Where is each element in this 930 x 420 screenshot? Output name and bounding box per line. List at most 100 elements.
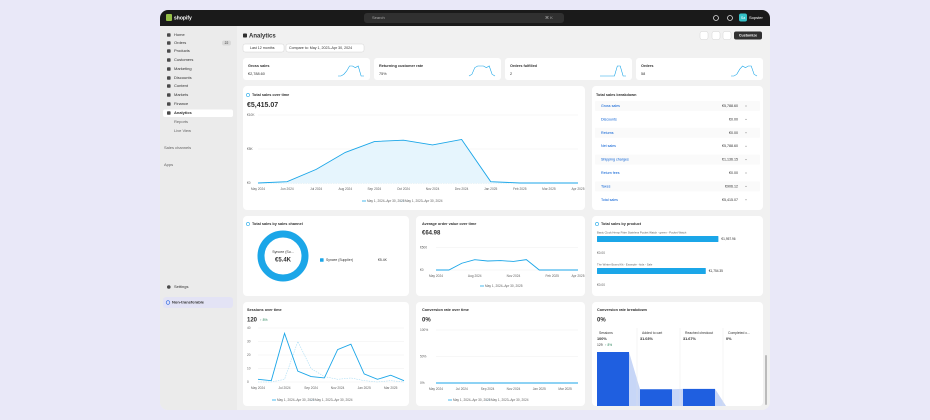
nav-item[interactable]: Products: [174, 48, 190, 53]
nav-icon: [167, 111, 171, 115]
x-tick-label: Feb 2025: [545, 274, 559, 278]
card-icon: [246, 222, 250, 226]
breakdown-label[interactable]: Taxes: [601, 184, 611, 188]
step-label: Reached checkout: [685, 331, 713, 335]
nav-section[interactable]: Sales channels: [164, 145, 191, 150]
store-name[interactable]: Sopster: [749, 15, 763, 20]
step-value: 0%: [726, 337, 732, 341]
breakdown-value: €0.00: [729, 117, 738, 121]
nav-item[interactable]: Customers: [174, 57, 193, 62]
conversion-card: [416, 302, 585, 406]
notification-icon[interactable]: [727, 15, 733, 21]
legend-label: May 1, 2023–Apr 30, 2024: [315, 398, 353, 402]
customize-label[interactable]: Customize: [739, 33, 757, 37]
y-tick-label: 40: [247, 326, 251, 330]
y-tick-label: 50%: [420, 354, 427, 358]
row-menu: [745, 105, 747, 107]
x-tick-label: Feb 2025: [513, 187, 527, 191]
customize-button[interactable]: [734, 31, 762, 40]
header-icon: [243, 33, 247, 38]
window: shopify Search ⌘ K Sa Sopster Home Orders 22 Pro…: [160, 10, 770, 410]
metric-card[interactable]: [243, 58, 370, 80]
breakdown-row: [595, 154, 760, 165]
nav-subitem[interactable]: Reports: [174, 119, 188, 124]
row-menu: [745, 132, 747, 134]
breakdown-label[interactable]: Discounts: [601, 117, 617, 121]
search-box[interactable]: [364, 13, 564, 23]
breakdown-label[interactable]: Shipping charges: [601, 158, 629, 162]
header-action[interactable]: [711, 31, 721, 40]
header-action[interactable]: [699, 31, 709, 40]
nav-item[interactable]: Marketing: [174, 66, 192, 71]
bar-label: €1,957.96: [721, 237, 735, 241]
nav-item[interactable]: Analytics: [174, 110, 193, 115]
breakdown-value: €5,788.60: [722, 144, 738, 148]
legend-label: May 1, 2023–Apr 30, 2024: [405, 199, 443, 203]
nav-badge-text: 22: [225, 41, 229, 45]
metric-card[interactable]: [374, 58, 501, 80]
sidebar: [160, 26, 237, 410]
search-placeholder[interactable]: Search: [372, 15, 385, 20]
card-title: Conversion rate over time: [422, 308, 469, 312]
logo-icon: [166, 14, 172, 21]
nav-item[interactable]: Orders: [174, 40, 186, 45]
metric-card[interactable]: [505, 58, 632, 80]
header-action[interactable]: [722, 31, 732, 40]
plan-label[interactable]: Non-transferable: [172, 300, 205, 305]
y-tick-label: €10K: [247, 113, 255, 117]
y-tick-label: €0: [420, 268, 424, 272]
x-tick-label: May 2024: [429, 274, 443, 278]
sparkline: [468, 65, 496, 77]
nav-section[interactable]: Apps: [164, 162, 173, 167]
y-tick-label: 30: [247, 339, 251, 343]
funnel-bar: [640, 389, 672, 406]
range-label[interactable]: Last 12 months: [250, 46, 275, 50]
metric-label: Gross sales: [248, 64, 270, 68]
nav-item[interactable]: Home: [174, 32, 185, 37]
breakdown-label[interactable]: Returns: [601, 131, 614, 135]
row-menu: [745, 199, 747, 201]
step-count: 129: [597, 343, 603, 347]
breakdown-value: €906.12: [725, 184, 738, 188]
legend-label: May 1, 2023–Apr 30, 2024: [491, 398, 529, 402]
donut-slice: [257, 230, 309, 282]
card-title: Conversion rate breakdown: [597, 308, 648, 312]
compare-label[interactable]: Compare to: May 1, 2023–Apr 30, 2024: [289, 46, 352, 50]
previous-label: €0.00: [597, 283, 605, 287]
nav-subitem[interactable]: Live View: [174, 128, 191, 133]
step-value: 31.03%: [640, 337, 654, 341]
range-button[interactable]: [242, 43, 285, 53]
donut-label: Syncee (Su...: [272, 250, 294, 254]
avatar[interactable]: [739, 13, 747, 22]
metric-value: 58: [641, 72, 645, 76]
y-tick-label: €500: [420, 245, 427, 249]
y-tick-label: 0%: [420, 381, 425, 385]
card-title: Total sales by sales channel: [252, 222, 303, 226]
metric-value: 2: [510, 72, 512, 76]
breakdown-label[interactable]: Return fees: [601, 171, 620, 175]
metric-card[interactable]: [636, 58, 763, 80]
legend-label: Syncee (Supplier): [326, 258, 353, 262]
x-tick-label: Sep 2024: [368, 187, 382, 191]
nav-item[interactable]: Markets: [174, 92, 188, 97]
step-value: 100%: [597, 337, 607, 341]
breakdown-label[interactable]: Net sales: [601, 144, 616, 148]
settings-icon[interactable]: [713, 15, 719, 21]
card-icon: [246, 93, 250, 97]
breakdown-label[interactable]: Total sales: [601, 198, 618, 202]
breakdown-row: [595, 101, 760, 111]
nav-selected: [163, 109, 233, 117]
channel-card: [243, 216, 409, 296]
x-tick-label: Nov 2024: [507, 387, 521, 391]
sparkline: [731, 65, 758, 77]
x-tick-label: Mar 2025: [384, 386, 398, 390]
row-menu: [745, 145, 747, 147]
breakdown-label[interactable]: Gross sales: [601, 104, 620, 108]
series-line: [258, 340, 405, 383]
nav-item[interactable]: Content: [174, 83, 189, 88]
breakdown-row: [595, 181, 760, 192]
compare-button[interactable]: [285, 43, 365, 53]
nav-item[interactable]: Finance: [174, 101, 189, 106]
nav-item[interactable]: Discounts: [174, 75, 192, 80]
nav-item[interactable]: Settings: [174, 284, 188, 289]
